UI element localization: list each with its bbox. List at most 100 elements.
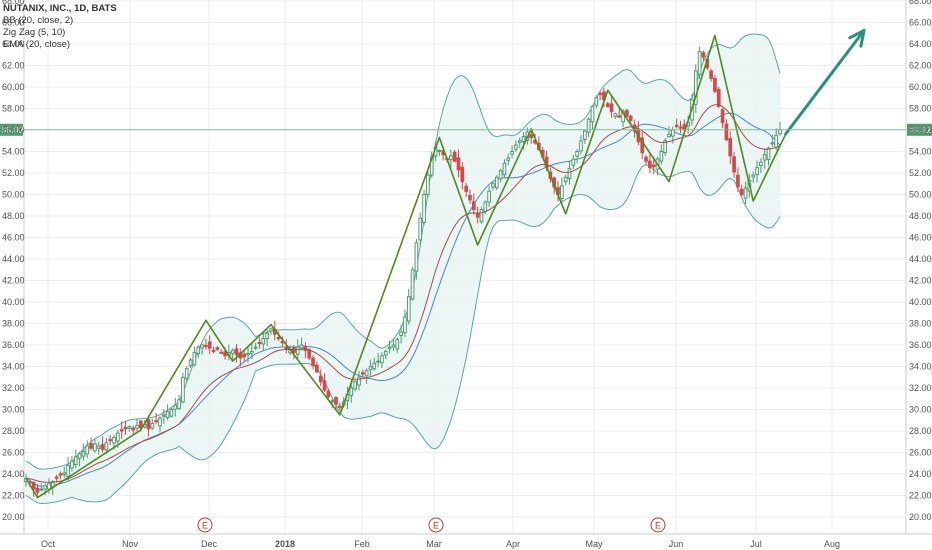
candle-body	[774, 134, 779, 148]
right-price-axis[interactable]: 20.00 22.00 24.00 26.00 28.00 30.00 32.00 34.00…	[909, 0, 932, 522]
candle-body	[736, 174, 740, 188]
projection-head	[848, 29, 866, 48]
candle-body	[58, 473, 63, 476]
y-tick-label-right: 62.00	[909, 61, 932, 71]
y-tick-label-right: 38.00	[909, 319, 932, 329]
candle-body	[100, 444, 105, 450]
candle-body	[135, 425, 139, 429]
candle-body	[158, 417, 162, 427]
candle-body	[234, 348, 239, 356]
y-tick-label-left: 20.00	[2, 512, 25, 522]
candle-body	[487, 190, 491, 203]
candle-body	[494, 176, 499, 189]
candle-body	[479, 209, 484, 223]
candle-body	[663, 140, 668, 154]
candle-body	[713, 78, 717, 92]
candle-body	[357, 376, 361, 386]
candle-body	[766, 147, 771, 161]
candle-body	[66, 464, 70, 477]
candle-body	[104, 442, 109, 451]
y-tick-label-left: 46.00	[2, 233, 25, 243]
band-lower	[25, 164, 781, 505]
y-tick-label-right: 46.00	[909, 233, 932, 243]
candle-body	[628, 115, 633, 121]
candle-body	[724, 123, 729, 141]
candle-body	[471, 201, 476, 211]
y-tick-label-right: 34.00	[909, 362, 932, 372]
candle-body	[517, 140, 522, 143]
x-tick-label: May	[585, 539, 603, 549]
candle-body	[276, 337, 281, 340]
left-price-axis[interactable]: 20.00 22.00 24.00 26.00 28.00 30.00 32.00 34.00…	[2, 0, 25, 522]
candle-body	[422, 194, 426, 223]
y-tick-label-left: 42.00	[2, 276, 25, 286]
y-tick-label-left: 22.00	[2, 491, 25, 501]
candle-body	[108, 439, 113, 442]
candle-body	[406, 296, 411, 322]
candle-body	[613, 113, 618, 117]
candle-body	[138, 420, 143, 429]
time-axis[interactable]: Oct Nov Dec 2018 Feb Mar Apr May Jun Jul Aug	[41, 539, 840, 549]
y-tick-label-right: 22.00	[909, 491, 932, 501]
y-tick-label-left: 48.00	[2, 211, 25, 221]
candle-body	[81, 450, 86, 457]
y-tick-label-right: 28.00	[909, 426, 932, 436]
candle-body	[334, 397, 338, 405]
candle-body	[246, 353, 250, 356]
candle-body	[196, 346, 201, 354]
candle-body	[709, 70, 713, 79]
last-price-tag-right	[907, 123, 932, 136]
candle-body	[169, 409, 174, 417]
candle-body	[150, 422, 155, 429]
candle-body	[188, 359, 193, 367]
y-tick-label-right: 54.00	[909, 147, 932, 157]
x-tick-label: Apr	[506, 539, 520, 549]
y-tick-label-left: 24.00	[2, 469, 25, 479]
candle-body	[418, 217, 423, 241]
candle-body	[468, 195, 472, 201]
zigzag-path	[25, 34, 789, 499]
y-tick-label-right: 24.00	[909, 469, 932, 479]
candle-body	[219, 351, 224, 354]
y-tick-label-right: 56.00	[909, 125, 932, 135]
candle-body	[716, 88, 721, 107]
candle-body	[311, 357, 315, 366]
candle-body	[452, 151, 457, 162]
band-upper	[25, 33, 781, 470]
candle-body	[506, 157, 511, 161]
candle-body	[590, 105, 595, 123]
y-tick-label-right: 44.00	[909, 254, 932, 264]
candle-body	[594, 97, 599, 106]
candle-body	[414, 242, 419, 272]
candle-body	[62, 472, 67, 476]
candle-body	[391, 344, 396, 348]
candle-body	[177, 399, 181, 410]
x-tick-label: Feb	[354, 539, 370, 549]
candle-body	[376, 360, 380, 363]
candle-body	[720, 109, 725, 123]
candle-body	[200, 344, 204, 349]
x-tick-label: Aug	[824, 539, 840, 549]
candle-body	[502, 162, 507, 176]
candle-body	[380, 355, 384, 364]
candle-body	[770, 142, 775, 145]
candle-body	[360, 372, 365, 375]
candle-body	[659, 151, 664, 162]
candle-body	[567, 168, 572, 179]
legend-zigzag: Zig Zag (5, 10)	[3, 27, 65, 38]
candle-body	[330, 400, 335, 403]
candle-body	[119, 429, 124, 432]
candle-body	[184, 368, 189, 380]
candle-body	[223, 351, 227, 357]
candle-body	[582, 130, 587, 140]
candle-body	[112, 436, 116, 444]
candle-body	[395, 339, 400, 350]
y-tick-label-right: 60.00	[909, 82, 932, 92]
candle-body	[514, 144, 518, 150]
candle-body	[483, 201, 488, 212]
candle-body	[364, 370, 369, 377]
candle-body	[575, 151, 579, 157]
candle-body	[192, 352, 197, 366]
